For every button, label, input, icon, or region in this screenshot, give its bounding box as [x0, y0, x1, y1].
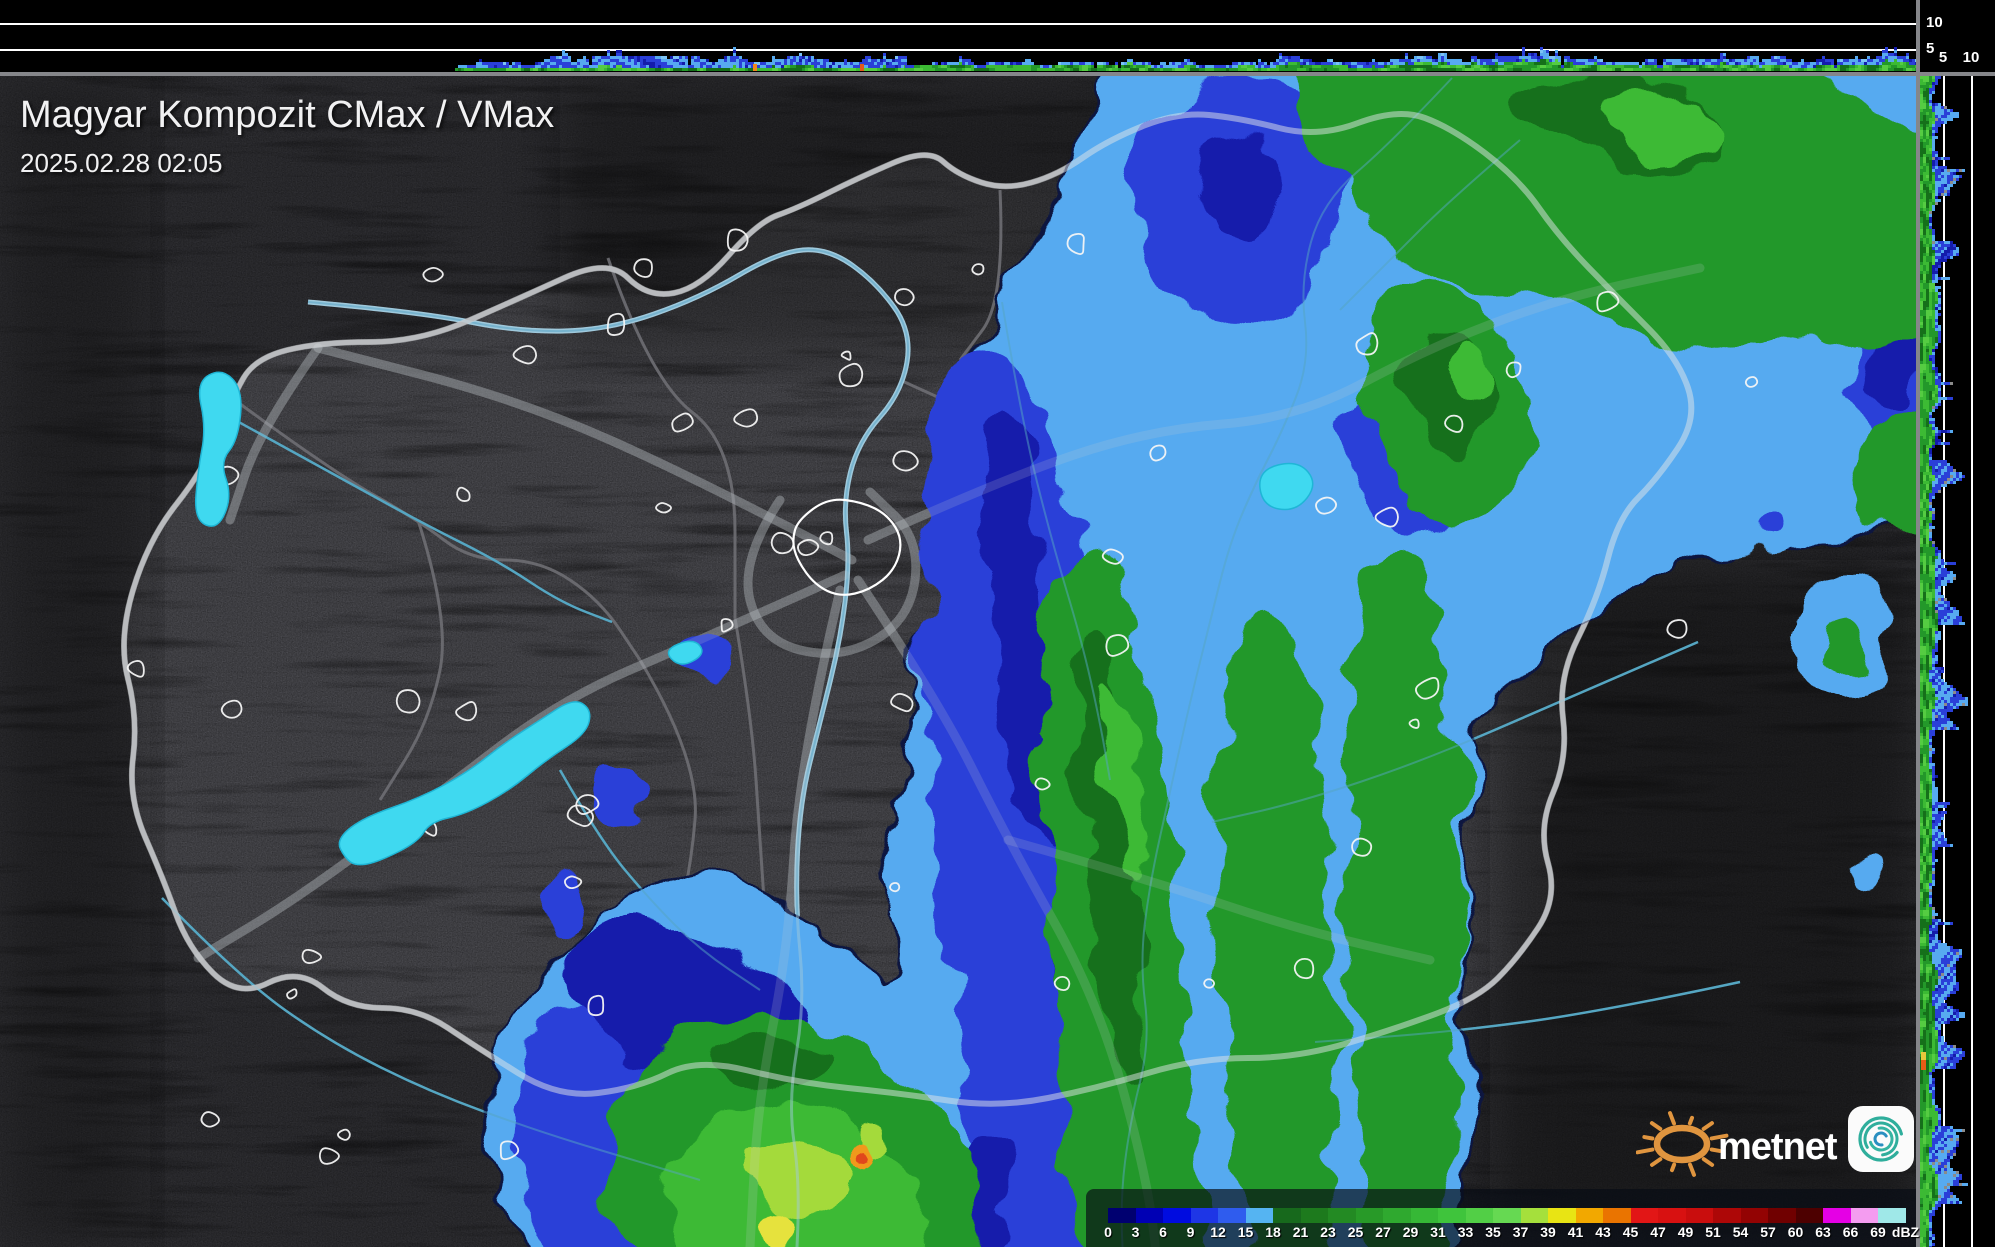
dbz-scale-segment [1190, 1208, 1218, 1223]
dbz-scale-label: 41 [1567, 1224, 1584, 1240]
top-strip-axis-tick: 5 [1926, 40, 1935, 57]
dbz-scale-segment [1603, 1208, 1631, 1223]
dbz-scale-segment [1795, 1208, 1823, 1223]
dbz-scale-segment [1850, 1208, 1878, 1223]
dbz-scale-segment [1658, 1208, 1686, 1223]
dbz-scale-label: 9 [1186, 1224, 1195, 1240]
dbz-scale-label: 18 [1265, 1224, 1281, 1240]
dbz-scale-segment [1163, 1208, 1191, 1223]
dbz-scale-label: 51 [1705, 1224, 1721, 1240]
sun-icon [1635, 1111, 1729, 1177]
dbz-scale-segment [1355, 1208, 1383, 1223]
motorways-overlay [193, 263, 1705, 1247]
dbz-scale-segment [1465, 1208, 1493, 1223]
vertical-separator [1916, 0, 1920, 1247]
title-block: Magyar Kompozit CMax / VMax 2025.02.28 0… [20, 94, 554, 179]
dbz-scale-label: 69 [1870, 1224, 1886, 1240]
dbz-scale-segment [1685, 1208, 1713, 1223]
right-strip-axis-tick: 10 [1962, 49, 1980, 66]
dbz-scale-label: 25 [1347, 1224, 1364, 1240]
dbz-scale-segment [1493, 1208, 1521, 1223]
dbz-scale-segment [1383, 1208, 1411, 1223]
dbz-color-scale: 0 3 6 9 12 15 18 21 23 25 27 29 31 33 35 37 39 41 43 45 47 49… [1086, 1189, 1920, 1247]
rivers-overlay [161, 77, 1741, 1247]
dbz-scale-label: 29 [1402, 1224, 1419, 1240]
dbz-scale-label: 49 [1677, 1224, 1694, 1240]
dbz-scale-segment [1768, 1208, 1796, 1223]
top-strip-axis-tick: 10 [1926, 14, 1943, 31]
right-strip-axis-tick: 5 [1938, 49, 1948, 66]
spiral-logo-icon [1848, 1106, 1914, 1172]
city-outlines [126, 228, 1759, 1165]
dbz-scale-label: 6 [1159, 1224, 1167, 1240]
dbz-scale-segment [1328, 1208, 1356, 1223]
dbz-scale-segment [1218, 1208, 1246, 1223]
vmax-right-profile-strip [1920, 76, 1995, 1247]
vmax-top-profile-strip [0, 0, 1916, 72]
dbz-scale-label: 0 [1104, 1224, 1112, 1240]
dbz-scale-segment [1300, 1208, 1328, 1223]
dbz-scale-segment [1630, 1208, 1658, 1223]
profile-axis-corner [1920, 0, 1995, 72]
dbz-scale-label: 31 [1430, 1224, 1446, 1240]
dbz-scale-segment [1575, 1208, 1603, 1223]
dbz-scale-label: 12 [1210, 1224, 1226, 1240]
budapest-outline [792, 498, 902, 596]
dbz-scale-segment [1273, 1208, 1301, 1223]
dbz-scale-label: 54 [1732, 1224, 1749, 1240]
dbz-scale-segment [1823, 1208, 1851, 1223]
dbz-scale-label: 60 [1787, 1224, 1804, 1240]
dbz-scale-label: 33 [1457, 1224, 1474, 1240]
dbz-scale-label: 63 [1815, 1224, 1831, 1240]
dbz-scale-segment [1108, 1208, 1136, 1223]
dbz-scale-segment [1548, 1208, 1576, 1223]
dbz-scale-label: 39 [1540, 1224, 1556, 1240]
dbz-scale-label: 21 [1292, 1224, 1309, 1240]
metnet-logo: metnet [1635, 1098, 1936, 1182]
dbz-scale-label: 27 [1375, 1224, 1391, 1240]
dbz-scale-segment [1245, 1208, 1273, 1223]
dbz-scale-segment [1713, 1208, 1741, 1223]
dbz-scale-label: 47 [1650, 1224, 1666, 1240]
timestamp: 2025.02.28 02:05 [20, 148, 223, 178]
lakes [194, 371, 1314, 866]
dbz-scale-segment [1438, 1208, 1466, 1223]
logo-text: metnet [1718, 1126, 1838, 1168]
dbz-scale-label: 45 [1622, 1224, 1639, 1240]
dbz-scale-label: 23 [1320, 1224, 1336, 1240]
dbz-scale-segment [1410, 1208, 1438, 1223]
dbz-scale-label: 37 [1512, 1224, 1529, 1240]
dbz-scale-label: 66 [1842, 1224, 1859, 1240]
dbz-scale-segment [1740, 1208, 1768, 1223]
dbz-scale-segment [1878, 1208, 1906, 1223]
horizontal-separator [0, 72, 1995, 76]
page-title: Magyar Kompozit CMax / VMax [20, 94, 555, 136]
dbz-scale-segment [1520, 1208, 1548, 1223]
dbz-scale-segment [1135, 1208, 1163, 1223]
dbz-scale-label: 15 [1237, 1224, 1254, 1240]
dbz-scale-label: 35 [1485, 1224, 1501, 1240]
dbz-scale-label: 43 [1595, 1224, 1611, 1240]
country-border-overlay [121, 111, 1695, 1107]
dbz-scale-label: 3 [1131, 1224, 1140, 1240]
dbz-unit-label: dBZ [1891, 1224, 1920, 1240]
dbz-scale-label: 57 [1760, 1224, 1776, 1240]
